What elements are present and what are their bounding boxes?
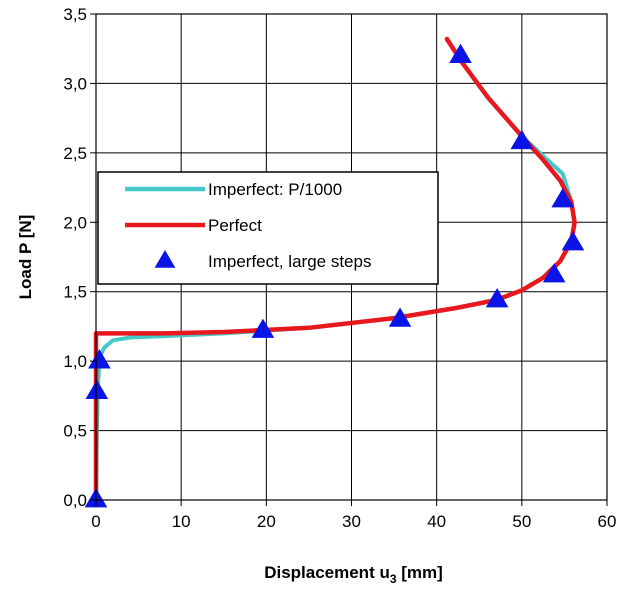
legend-label: Imperfect: P/1000 (208, 180, 342, 199)
x-tick-label: 10 (172, 512, 191, 531)
x-tick-label: 60 (598, 512, 617, 531)
x-axis-title-unit: [mm] (397, 563, 443, 582)
x-axis-ticks: 0 10 20 30 40 50 60 (91, 500, 616, 531)
y-axis-title: Load P [N] (16, 215, 35, 300)
x-tick-label: 0 (91, 512, 100, 531)
legend-label: Perfect (208, 216, 262, 235)
y-tick-label: 0,0 (63, 491, 87, 510)
marker-imperfect-large-steps (561, 231, 585, 251)
marker-imperfect-large-steps (449, 43, 472, 63)
legend: Imperfect: P/1000 Perfect Imperfect, large… (97, 171, 439, 285)
legend-label: Imperfect, large steps (208, 252, 371, 271)
y-tick-label: 0,5 (63, 422, 87, 441)
y-tick-label: 1,0 (63, 352, 87, 371)
marker-imperfect-large-steps (485, 288, 509, 308)
x-tick-label: 40 (427, 512, 446, 531)
marker-imperfect-large-steps (388, 307, 412, 327)
x-tick-label: 50 (512, 512, 531, 531)
series-markers (84, 43, 585, 508)
marker-imperfect-large-steps (551, 188, 575, 208)
y-tick-label: 3,0 (63, 74, 87, 93)
x-tick-label: 30 (342, 512, 361, 531)
marker-imperfect-large-steps (251, 318, 275, 338)
marker-imperfect-large-steps (88, 349, 111, 369)
y-tick-label: 2,0 (63, 213, 87, 232)
y-axis-ticks: 0,0 0,5 1,0 1,5 2,0 2,5 3,0 3,5 (63, 5, 96, 510)
y-tick-label: 2,5 (63, 144, 87, 163)
x-axis-title-main: Displacement u (264, 563, 390, 582)
marker-imperfect-large-steps (85, 379, 109, 400)
legend-marker (154, 250, 176, 268)
x-axis-title: Displacement u3 [mm] (264, 563, 443, 586)
y-tick-label: 3,5 (63, 5, 87, 24)
y-tick-label: 1,5 (63, 283, 87, 302)
marker-imperfect-large-steps (510, 129, 534, 150)
x-axis-title-subscript: 3 (390, 572, 397, 586)
x-tick-label: 20 (257, 512, 276, 531)
marker-imperfect-large-steps (542, 263, 566, 283)
